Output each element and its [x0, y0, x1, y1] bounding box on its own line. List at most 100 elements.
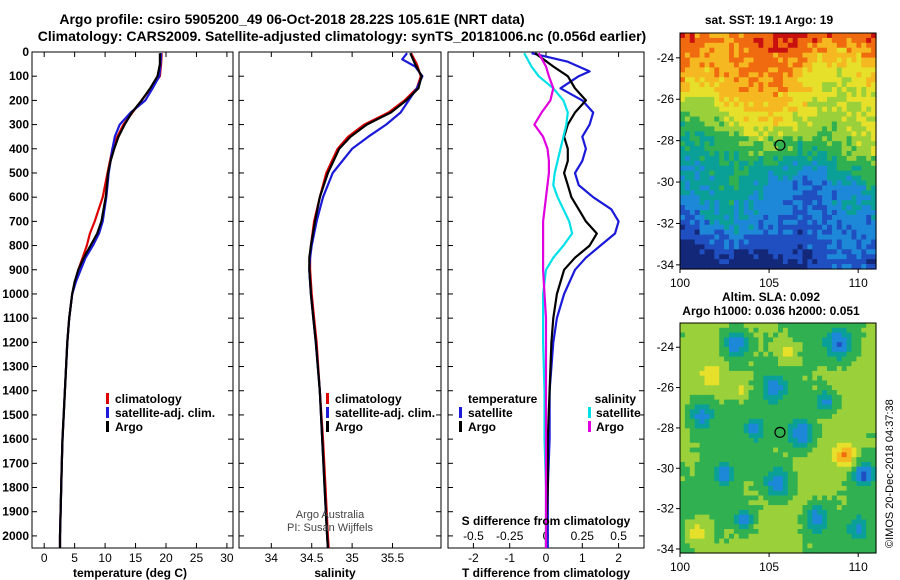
- map-cell: [758, 505, 764, 511]
- map-cell: [778, 533, 784, 540]
- map-cell: [841, 485, 848, 492]
- map-cell: [738, 390, 745, 396]
- map-cell: [709, 327, 715, 334]
- map-cell: [724, 533, 730, 540]
- map-cell: [802, 342, 808, 348]
- map-cell: [817, 33, 823, 39]
- map-cell: [743, 485, 750, 492]
- map-cell: [861, 151, 867, 157]
- map-cell: [866, 370, 872, 377]
- map-cell: [758, 327, 764, 334]
- map-cell: [694, 452, 701, 458]
- map-cell: [871, 433, 877, 439]
- map-cell: [807, 180, 813, 187]
- map-cell: [778, 433, 784, 439]
- map-cell: [680, 490, 686, 497]
- map-cell: [753, 370, 759, 377]
- map-cell: [807, 529, 813, 535]
- map-cell: [802, 67, 808, 73]
- map-cell: [684, 524, 691, 530]
- map-cell: [861, 141, 867, 147]
- map-cell: [763, 121, 769, 128]
- map-cell: [714, 485, 720, 492]
- map-cell: [812, 346, 818, 353]
- map-cell: [729, 229, 735, 236]
- map-cell: [689, 457, 696, 463]
- map-cell: [689, 146, 696, 152]
- map-cell: [807, 195, 813, 201]
- map-cell: [866, 244, 872, 250]
- map-cell: [680, 47, 686, 54]
- map-cell: [724, 500, 730, 506]
- map-cell: [773, 52, 779, 59]
- map-cell: [817, 205, 823, 211]
- depth-tick-label: 2000: [2, 529, 29, 543]
- map-cell: [743, 62, 750, 69]
- map-cell: [817, 180, 823, 187]
- map-cell: [792, 327, 799, 334]
- map-cell: [787, 461, 794, 468]
- map-cell: [831, 428, 838, 434]
- map-cell: [792, 33, 799, 39]
- legend-label-s-satellite: satellite: [596, 406, 641, 420]
- map-cell: [782, 254, 789, 260]
- map-cell: [817, 543, 823, 549]
- map-cell: [733, 490, 740, 497]
- map-cell: [709, 170, 715, 177]
- map-cell: [758, 101, 764, 108]
- map-cell: [738, 505, 745, 511]
- map-cell: [738, 131, 745, 137]
- map-cell: [733, 175, 740, 182]
- map-cell: [802, 409, 808, 415]
- map-cell: [704, 57, 710, 64]
- map-cell: [851, 249, 857, 255]
- map-cell: [719, 101, 725, 108]
- map-cell: [763, 205, 769, 211]
- map-cell: [719, 146, 725, 152]
- map-x-tick-label: 105: [759, 276, 779, 290]
- map-cell: [778, 33, 784, 39]
- map-cell: [758, 146, 764, 152]
- map-cell: [758, 370, 764, 377]
- map-cell: [787, 180, 794, 187]
- map-cell: [714, 509, 720, 516]
- map-cell: [871, 514, 877, 521]
- map-cell: [719, 394, 725, 401]
- map-cell: [856, 205, 862, 211]
- map-cell: [748, 254, 755, 260]
- map-cell: [797, 548, 804, 554]
- map-cell: [768, 96, 774, 103]
- map-cell: [866, 146, 872, 152]
- sla-map-axes: 100 105 110-24-26-28-30-32-34: [657, 340, 868, 574]
- map-cell: [773, 151, 779, 157]
- map-cell: [748, 481, 755, 487]
- depth-tick-label: 300: [9, 118, 29, 132]
- map-cell: [866, 404, 872, 410]
- map-cell: [699, 442, 706, 449]
- map-cell: [866, 375, 872, 382]
- map-cell: [753, 136, 759, 142]
- map-cell: [792, 82, 799, 88]
- map-cell: [866, 214, 872, 221]
- map-cell: [871, 131, 877, 137]
- map-cell: [714, 96, 720, 103]
- map-cell: [684, 481, 691, 487]
- map-cell: [704, 160, 710, 167]
- map-cell: [827, 471, 833, 477]
- map-cell: [817, 249, 823, 255]
- x-tick-label: 10: [98, 551, 112, 565]
- map-cell: [836, 399, 843, 406]
- map-cell: [856, 361, 862, 367]
- map-cell: [719, 229, 725, 236]
- map-cell: [787, 332, 794, 338]
- map-cell: [733, 433, 740, 439]
- depth-tick-label: 100: [9, 69, 29, 83]
- map-cell: [719, 155, 725, 162]
- map-cell: [763, 72, 769, 78]
- map-cell: [709, 332, 715, 338]
- map-cell: [729, 111, 735, 118]
- map-cell: [733, 409, 740, 415]
- map-cell: [773, 136, 779, 142]
- map-cell: [694, 170, 701, 177]
- map-cell: [694, 332, 701, 338]
